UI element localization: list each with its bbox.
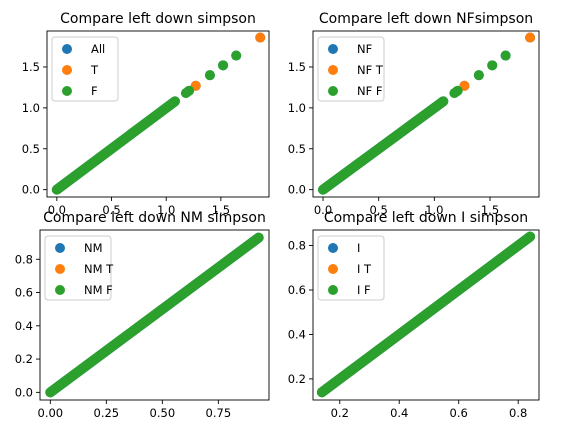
subplot-title: Compare left down simpson	[60, 11, 256, 27]
legend-marker	[62, 86, 72, 96]
x-tick-label: 0.25	[94, 406, 120, 420]
subplot-title: Compare left down I simpson	[324, 210, 528, 226]
legend-marker	[55, 285, 65, 295]
y-tick-label: 1.5	[288, 60, 306, 74]
legend-label: NM	[84, 241, 103, 255]
x-tick-label: 0.4	[390, 406, 408, 420]
x-tick-label: 0.75	[206, 406, 232, 420]
legend-label: NF F	[357, 84, 383, 98]
y-tick-label: 1.0	[22, 101, 40, 115]
y-tick-label: 0.2	[15, 352, 33, 366]
legend-marker	[328, 86, 338, 96]
axes-frame	[39, 229, 270, 401]
legend: All TF	[51, 36, 119, 102]
y-tick-label: 0.4	[15, 319, 33, 333]
legend-marker	[328, 285, 338, 295]
y-tick-label: 0.6	[15, 286, 33, 300]
series-nm-f	[45, 232, 264, 398]
y-tick-label: 0.6	[288, 283, 306, 297]
series-nf-t	[459, 32, 536, 91]
legend-marker	[62, 65, 72, 75]
data-point	[322, 382, 333, 393]
axes-frame	[312, 30, 540, 198]
x-tick-label: 0.50	[150, 406, 176, 420]
legend-label: F	[91, 84, 98, 98]
x-tick-label: 1.0	[157, 203, 175, 217]
legend-label: I	[357, 241, 360, 255]
legend-label: All	[91, 42, 105, 56]
legend-marker	[55, 264, 65, 274]
x-tick-label: 0.0	[48, 203, 66, 217]
subplot-4: Compare left down I simpson 0.2 0.4 0.6 0.8 0…	[288, 210, 540, 420]
y-tick-label: 0.5	[22, 142, 40, 156]
data-point	[513, 240, 524, 251]
legend-label: T	[90, 63, 99, 77]
axes-frame	[312, 229, 540, 401]
legend-marker	[328, 65, 338, 75]
data-point	[204, 70, 215, 81]
subplot-title: Compare left down NM simpson	[43, 210, 266, 226]
x-tick-label: 0.6	[450, 406, 468, 420]
legend-box	[317, 235, 385, 301]
series-nf-f	[318, 50, 511, 195]
y-tick-label: 0.0	[15, 385, 33, 399]
x-tick-label: 1.5	[212, 203, 230, 217]
data-point-run	[318, 96, 449, 195]
y-tick-label: 0.8	[15, 252, 33, 266]
legend-marker	[328, 264, 338, 274]
data-point-run	[45, 232, 264, 398]
data-point	[487, 60, 498, 71]
y-tick-label: 0.5	[288, 142, 306, 156]
subplot-3: Compare left down NM simpson 0.00 0.25 0.50…	[15, 210, 270, 420]
x-tick-label: 0.0	[314, 203, 332, 217]
legend: NF NF T NF F	[317, 36, 385, 102]
legend-marker	[62, 44, 72, 54]
y-tick-label: 1.5	[22, 60, 40, 74]
data-point	[525, 231, 536, 242]
x-tick-label: 0.5	[370, 203, 388, 217]
data-point	[500, 50, 511, 61]
series-f	[51, 50, 242, 195]
legend-label: NF	[357, 42, 372, 56]
legend-label: I T	[357, 262, 372, 276]
legend-marker	[328, 243, 338, 253]
y-tick-label: 0.0	[288, 183, 306, 197]
x-tick-label: 0.00	[38, 406, 64, 420]
series-i-f	[316, 231, 536, 398]
legend-label: NM T	[84, 262, 114, 276]
data-point	[255, 32, 266, 43]
legend-marker	[328, 44, 338, 54]
legend: I I T I F	[317, 235, 385, 301]
series-t	[190, 32, 266, 91]
data-point	[452, 85, 463, 96]
data-point-run	[51, 96, 180, 195]
legend: NM NM T NM F	[44, 235, 114, 301]
axes-frame	[46, 30, 270, 198]
subplot-1: Compare left down simpson 0.0 0.5 1.0 1.5 0.0…	[22, 11, 270, 217]
legend-label: NM F	[84, 283, 113, 297]
y-tick-label: 0.2	[288, 372, 306, 386]
data-point	[218, 60, 229, 71]
y-tick-label: 0.0	[22, 183, 40, 197]
x-tick-label: 1.5	[481, 203, 499, 217]
data-point	[473, 70, 484, 81]
subplot-2: Compare left down NFsimpson 0.0 0.5 1.0 1.5 0…	[288, 11, 540, 217]
data-point	[231, 50, 242, 61]
legend-marker	[55, 243, 65, 253]
x-tick-label: 0.2	[331, 406, 349, 420]
legend-box	[51, 36, 119, 102]
y-tick-label: 0.4	[288, 327, 306, 341]
subplot-title: Compare left down NFsimpson	[319, 11, 533, 27]
data-point	[184, 85, 195, 96]
x-tick-label: 0.5	[102, 203, 120, 217]
y-tick-label: 0.8	[288, 239, 306, 253]
legend-label: I F	[357, 283, 371, 297]
data-point-run	[316, 231, 536, 398]
legend-label: NF T	[357, 63, 384, 77]
x-tick-label: 0.8	[509, 406, 527, 420]
x-tick-label: 1.0	[425, 203, 443, 217]
y-tick-label: 1.0	[288, 101, 306, 115]
data-point	[525, 32, 536, 43]
